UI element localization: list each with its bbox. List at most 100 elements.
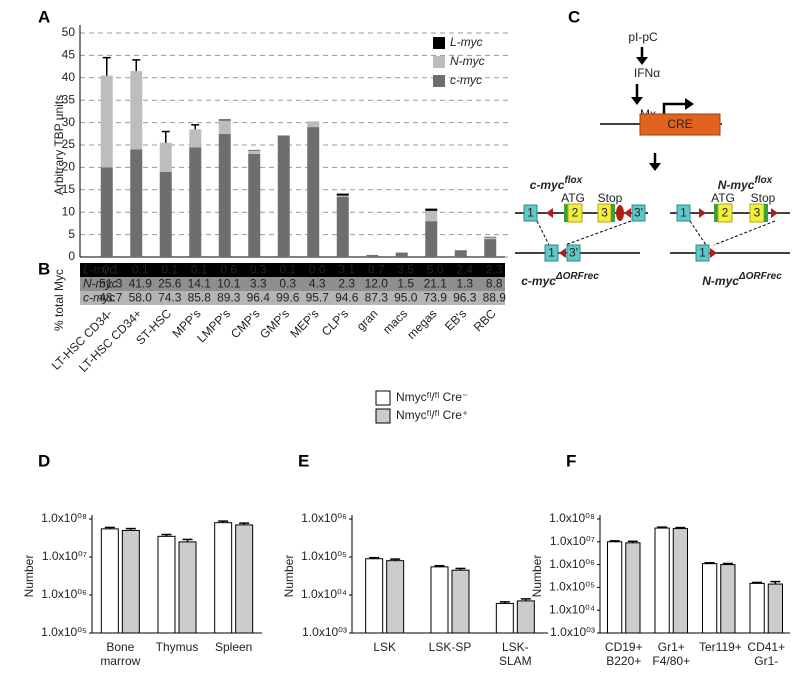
bar: [214, 522, 233, 634]
start-mark: [564, 204, 568, 222]
table-cell: 0.1: [279, 263, 296, 277]
exon-label: 2: [722, 206, 729, 220]
bar-segment: [336, 193, 349, 196]
start-label: ATG: [711, 191, 735, 205]
polya: [616, 205, 624, 221]
bar-segment: [189, 147, 202, 257]
y-tick-label: 1.0x10⁰⁴: [549, 602, 595, 616]
loxp: [710, 248, 717, 258]
table-cell: 0.1: [102, 263, 119, 277]
bar: [625, 542, 641, 634]
y-tick-label: 5: [68, 227, 75, 241]
superscript: flox: [754, 175, 772, 186]
table-cell: 48.7: [99, 291, 123, 305]
exon: [566, 244, 581, 262]
y-tick-label: 1.0x10⁰⁵: [549, 580, 595, 594]
bar-segment: [218, 120, 231, 134]
x-tick-label: Thymus: [155, 640, 199, 654]
table-row: [80, 263, 505, 277]
y-tick-label: 20: [62, 160, 76, 174]
y-tick-label: 1.0x10⁰⁶: [549, 557, 595, 571]
y-tick-label: 1.0x10⁰³: [550, 625, 595, 639]
start-mark: [714, 204, 718, 222]
y-tick-label: 1.0x10⁰⁸: [41, 511, 87, 525]
bar-segment: [307, 121, 320, 128]
construct-name: c-mycΔORFrec: [521, 271, 599, 289]
construct-name: N-mycΔORFrec: [702, 271, 782, 289]
x-tick-label: EB's: [442, 306, 469, 333]
x-tick-label: CD41+ Gr1-: [747, 640, 786, 668]
loxp: [771, 208, 778, 218]
gene-name: N-myc: [718, 178, 755, 192]
superscript: ΔORFrec: [555, 271, 599, 282]
y-axis-label: Arbitrary TBP units: [52, 95, 66, 195]
exon-label: 1: [699, 246, 706, 260]
exon: [567, 203, 583, 223]
table-cell: 51.3: [99, 277, 123, 291]
bar-segment: [189, 129, 202, 148]
stop-mark: [764, 204, 768, 222]
table-cell: 88.9: [483, 291, 507, 305]
table-cell: 0.0: [309, 263, 326, 277]
bar-segment: [130, 71, 143, 150]
bar: [386, 560, 405, 634]
table-cell: 25.6: [158, 277, 182, 291]
inducer: pI-pC: [628, 30, 658, 44]
table-cell: 14.1: [188, 277, 212, 291]
panel-label: A: [38, 7, 50, 26]
table-cell: 21.1: [424, 277, 448, 291]
table-cell: 73.9: [424, 291, 448, 305]
bar-segment: [307, 127, 320, 257]
bar-segment: [159, 142, 172, 172]
y-tick-label: 1.0x10⁰⁷: [550, 534, 595, 548]
bar: [702, 563, 718, 634]
bar-segment: [336, 196, 349, 257]
legend-label: Nmycᶠˡ/ᶠˡ Cre⁻: [396, 390, 468, 404]
table-cell: 3.3: [250, 277, 267, 291]
legend-label: Nmycᶠˡ/ᶠˡ Cre⁺: [396, 408, 468, 422]
bar-segment: [454, 250, 467, 257]
exon-label: 1: [548, 246, 555, 260]
y-tick-label: 45: [62, 48, 76, 62]
bar: [654, 527, 670, 634]
bar: [516, 600, 535, 634]
dashed-line: [564, 220, 632, 246]
x-tick-label: megas: [404, 306, 439, 341]
table-cell: 1.3: [456, 277, 473, 291]
table-cell: 96.3: [453, 291, 477, 305]
bar: [451, 569, 470, 634]
exon-label: 3': [634, 206, 643, 220]
x-tick-label: LSK-SLAM: [498, 640, 532, 668]
bar-segment: [248, 153, 261, 257]
table-cell: 8.8: [486, 277, 503, 291]
bar: [672, 528, 688, 634]
table-cell: 2.4: [456, 263, 473, 277]
table-cell: 89.3: [217, 291, 241, 305]
y-axis-label: Number: [530, 555, 544, 598]
table-cell: 94.6: [335, 291, 359, 305]
bar-segment: [218, 119, 231, 121]
x-tick-label: Bone marrow: [100, 640, 141, 668]
y-tick-label: 1.0x10⁰⁷: [42, 549, 87, 563]
y-tick-label: 1.0x10⁰⁶: [41, 587, 87, 601]
y-axis-label: Number: [282, 555, 296, 598]
table-cell: 95.7: [306, 291, 330, 305]
bar: [720, 564, 736, 634]
row-label: N-myc: [83, 277, 118, 291]
y-tick-label: 15: [62, 182, 76, 196]
bar-segment: [425, 210, 438, 222]
arrow-head: [631, 97, 643, 105]
row-label: L-myc: [83, 263, 116, 277]
table-cell: 0.1: [191, 263, 208, 277]
y-tick-label: 10: [62, 204, 76, 218]
y-tick-label: 30: [62, 115, 76, 129]
superscript: flox: [564, 175, 582, 186]
legend-swatch: [375, 408, 391, 424]
x-tick-label: Gr1+ F4/80+: [652, 640, 691, 668]
y-tick-label: 1.0x10⁰⁵: [301, 549, 347, 563]
x-tick-label: MEP's: [287, 306, 321, 340]
x-tick-label: gran: [354, 306, 381, 333]
bar-segment: [277, 135, 290, 257]
legend-label: L-myc: [450, 35, 483, 49]
gene-name: c-myc: [521, 274, 556, 288]
